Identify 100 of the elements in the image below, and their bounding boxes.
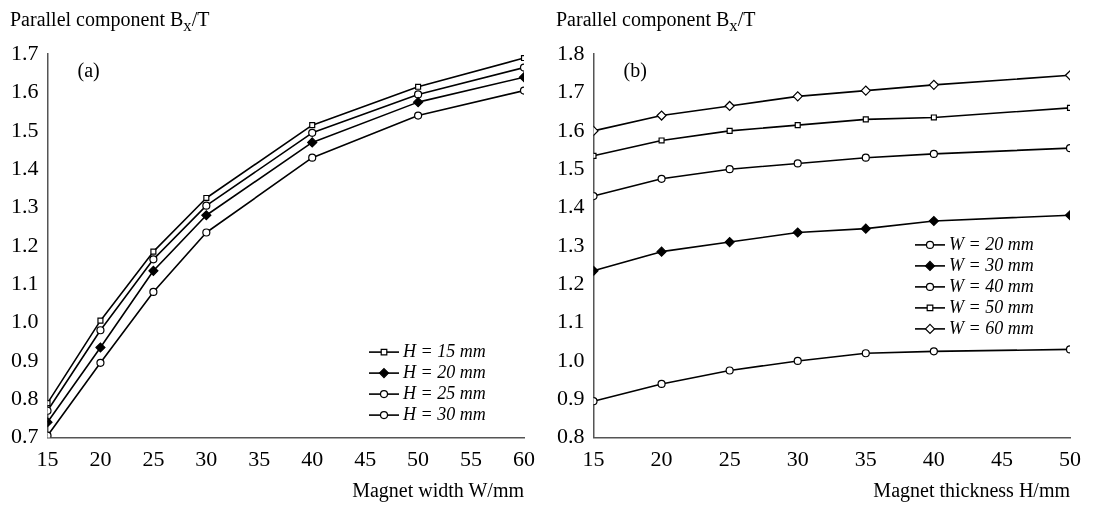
point	[201, 210, 212, 221]
y-tick-label: 1.2	[11, 231, 39, 257]
x-tick-label: 20	[650, 445, 673, 471]
legend-label: H = 20 mm	[402, 361, 486, 382]
point	[860, 223, 871, 234]
point	[149, 255, 158, 264]
point	[794, 122, 801, 129]
point	[96, 326, 105, 335]
point	[929, 347, 938, 356]
y-tick-label: 0.9	[11, 346, 39, 372]
legend-label: W = 60 mm	[949, 317, 1034, 338]
point	[725, 366, 734, 375]
point	[658, 137, 665, 144]
point	[415, 83, 422, 90]
legend-label: W = 40 mm	[949, 275, 1034, 296]
y-tick-label: 0.9	[557, 385, 585, 411]
legend-label: H = 25 mm	[402, 382, 486, 403]
point	[413, 97, 424, 108]
x-axis-title: Magnet thickness H/mm	[873, 479, 1071, 503]
x-tick-label: 35	[854, 445, 877, 471]
x-axis-title: Magnet width W/mm	[352, 479, 525, 503]
point	[308, 153, 317, 162]
point	[725, 165, 734, 174]
y-axis-title: Parallel component B$_{x}$/T	[9, 8, 211, 37]
point	[414, 111, 423, 120]
y-tick-label: 0.7	[11, 423, 39, 449]
x-tick-label: 30	[195, 445, 218, 471]
x-tick-label: 35	[248, 445, 271, 471]
point	[96, 358, 105, 367]
legend-label: W = 30 mm	[949, 254, 1034, 275]
point	[928, 215, 939, 227]
point	[861, 153, 870, 162]
point	[202, 228, 211, 237]
x-tick-label: 25	[142, 445, 165, 471]
point	[414, 90, 423, 99]
y-tick-label: 1.4	[11, 155, 39, 180]
point	[860, 85, 871, 96]
point	[861, 349, 870, 358]
point	[149, 287, 158, 297]
x-tick-label: 50	[1059, 445, 1081, 471]
y-tick-label: 1.1	[557, 308, 585, 334]
y-tick-label: 1.3	[11, 193, 39, 219]
point	[724, 100, 735, 112]
point	[928, 79, 939, 90]
x-tick-label: 20	[89, 445, 112, 471]
x-tick-label: 60	[513, 445, 535, 471]
x-tick-label: 50	[407, 445, 430, 471]
point	[309, 122, 316, 129]
annotation: (b)	[623, 59, 647, 83]
x-tick-label: 55	[460, 445, 483, 471]
point	[203, 194, 210, 202]
y-tick-label: 1.7	[11, 39, 39, 65]
point	[724, 236, 735, 248]
point	[308, 128, 317, 137]
point	[150, 248, 157, 255]
y-tick-label: 1.3	[557, 231, 585, 257]
y-tick-label: 1.1	[11, 270, 39, 296]
x-tick-label: 15	[36, 445, 59, 471]
y-tick-label: 1.0	[11, 308, 39, 334]
legend-label: H = 15 mm	[402, 340, 486, 361]
point	[657, 174, 666, 183]
y-tick-label: 1.8	[557, 39, 585, 65]
legend-label: W = 20 mm	[949, 233, 1034, 254]
x-tick-label: 30	[786, 445, 809, 471]
point	[97, 317, 104, 324]
point	[202, 201, 211, 210]
point	[656, 246, 667, 257]
y-tick-label: 1.0	[557, 346, 585, 372]
y-tick-label: 1.6	[11, 78, 39, 104]
y-tick-label: 1.7	[557, 78, 585, 104]
y-tick-label: 0.8	[11, 385, 39, 411]
y-axis-title: Parallel component B$_{x}$/T	[555, 8, 757, 37]
y-tick-label: 1.5	[11, 116, 39, 142]
legend-label: W = 50 mm	[949, 296, 1034, 317]
x-tick-label: 45	[354, 445, 377, 471]
point	[862, 116, 869, 123]
point	[793, 356, 802, 366]
point	[726, 127, 733, 134]
point	[929, 149, 938, 158]
x-tick-label: 45	[990, 445, 1013, 471]
point	[307, 137, 318, 148]
annotation: (a)	[77, 59, 100, 83]
y-tick-label: 1.4	[557, 193, 585, 219]
y-tick-label: 0.8	[557, 423, 585, 449]
point	[930, 114, 937, 121]
x-tick-label: 40	[922, 445, 945, 471]
y-tick-label: 1.5	[557, 155, 585, 180]
x-tick-label: 15	[582, 445, 605, 471]
point	[656, 110, 667, 121]
point	[95, 342, 106, 353]
point	[793, 159, 802, 168]
y-tick-label: 1.2	[557, 270, 585, 296]
y-tick-label: 1.6	[557, 116, 585, 142]
x-tick-label: 40	[301, 445, 324, 471]
x-tick-label: 25	[718, 445, 741, 471]
point	[148, 265, 159, 276]
point	[792, 227, 803, 238]
point	[792, 91, 803, 102]
legend-label: H = 30 mm	[402, 403, 486, 424]
point	[657, 379, 666, 389]
